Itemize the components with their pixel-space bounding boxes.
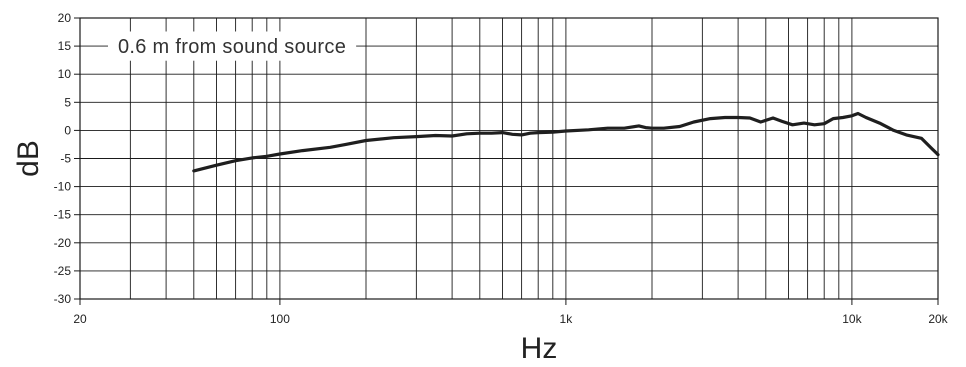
y-tick-label: -5	[60, 152, 71, 166]
y-axis-title: dB	[12, 140, 45, 177]
y-axis-ticks: 20 15 10 5 0 -5 -10 -15 -20 -25 -30	[54, 11, 80, 306]
y-tick-label: -30	[54, 292, 72, 306]
annotation-label: 0.6 m from sound source	[118, 36, 346, 58]
x-tick-label: 20k	[928, 312, 948, 326]
y-tick-label: -10	[54, 180, 72, 194]
annotation-background	[108, 31, 357, 61]
x-tick-label: 10k	[842, 312, 862, 326]
x-tick-label: 20	[73, 312, 87, 326]
frequency-response-line	[192, 111, 940, 173]
x-axis-title: Hz	[521, 332, 558, 365]
y-tick-label: 20	[58, 11, 72, 25]
y-tick-label: 10	[58, 67, 72, 81]
horizontal-gridlines	[80, 45, 938, 272]
x-tick-label: 1k	[560, 312, 574, 326]
x-tick-label: 100	[270, 312, 290, 326]
y-tick-label: -25	[54, 264, 72, 278]
y-tick-label: -20	[54, 236, 72, 250]
annotation-group: 0.6 m from sound source	[108, 31, 357, 61]
y-tick-label: 0	[64, 123, 71, 137]
y-tick-label: -15	[54, 208, 72, 222]
y-tick-label: 15	[58, 39, 72, 53]
x-axis-ticks: 20 100 1k 10k 20k	[73, 299, 949, 326]
y-tick-label: 5	[64, 95, 71, 109]
